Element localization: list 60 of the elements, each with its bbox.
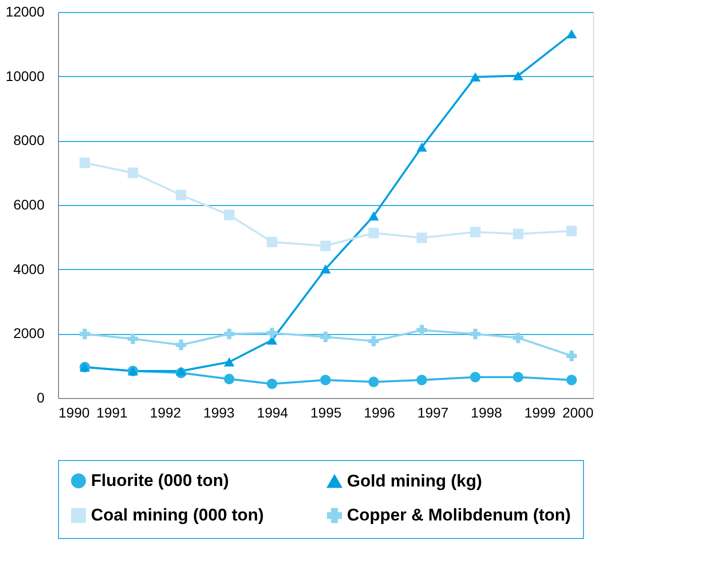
point <box>224 210 234 220</box>
point <box>470 372 481 382</box>
point <box>416 374 428 386</box>
point <box>470 72 481 82</box>
point <box>512 228 524 240</box>
x-tick-label: 1995 <box>310 404 342 420</box>
point <box>266 378 278 390</box>
point <box>128 168 138 178</box>
point <box>224 357 234 367</box>
x-tick-label: 2000 <box>562 404 594 420</box>
legend-label: Gold mining (kg) <box>347 471 482 490</box>
point <box>368 336 379 346</box>
point <box>368 376 379 388</box>
point <box>512 71 524 80</box>
legend-label: Coal mining (000 ton) <box>91 506 264 524</box>
point <box>128 334 138 344</box>
point <box>320 374 331 386</box>
point <box>368 228 379 238</box>
point <box>320 332 331 342</box>
point <box>566 374 577 386</box>
y-tick-label: 2000 <box>13 325 45 342</box>
x-tick-label: 1999 <box>524 404 556 420</box>
point <box>512 372 524 382</box>
point <box>512 332 524 344</box>
x-tick-label: 1991 <box>96 404 128 420</box>
point <box>176 340 186 350</box>
point <box>470 226 481 238</box>
point <box>266 328 278 338</box>
x-tick-label: 1992 <box>150 404 182 420</box>
point <box>470 328 481 340</box>
point <box>566 29 577 38</box>
y-tick-label: 0 <box>36 390 45 406</box>
point <box>224 374 234 384</box>
point <box>176 366 186 376</box>
point <box>566 350 577 362</box>
y-tick-label: 6000 <box>13 196 45 212</box>
point <box>80 328 90 340</box>
legend-label: Copper & Molibdenum (ton) <box>347 506 571 524</box>
point <box>320 240 331 252</box>
point <box>80 158 90 168</box>
point <box>416 324 428 336</box>
point <box>320 264 331 274</box>
point <box>224 328 234 340</box>
point <box>416 142 428 152</box>
point <box>368 211 379 220</box>
x-tick-label: 1993 <box>203 404 235 420</box>
y-tick-label: 12000 <box>6 4 45 20</box>
x-tick-label: 1994 <box>256 404 288 420</box>
x-tick-label: 1996 <box>364 404 396 420</box>
y-tick-label: 4000 <box>13 260 45 277</box>
y-tick-label: 8000 <box>13 132 45 148</box>
x-tick-label: 1990 <box>58 404 90 420</box>
point <box>176 190 186 200</box>
x-tick-label: 1997 <box>417 404 449 420</box>
y-tick-label: 10000 <box>6 68 45 84</box>
x-tick-label: 1998 <box>470 404 502 420</box>
legend-label: Fluorite (000 ton) <box>91 470 229 490</box>
point <box>416 232 428 244</box>
point <box>266 236 278 248</box>
point <box>566 226 577 236</box>
